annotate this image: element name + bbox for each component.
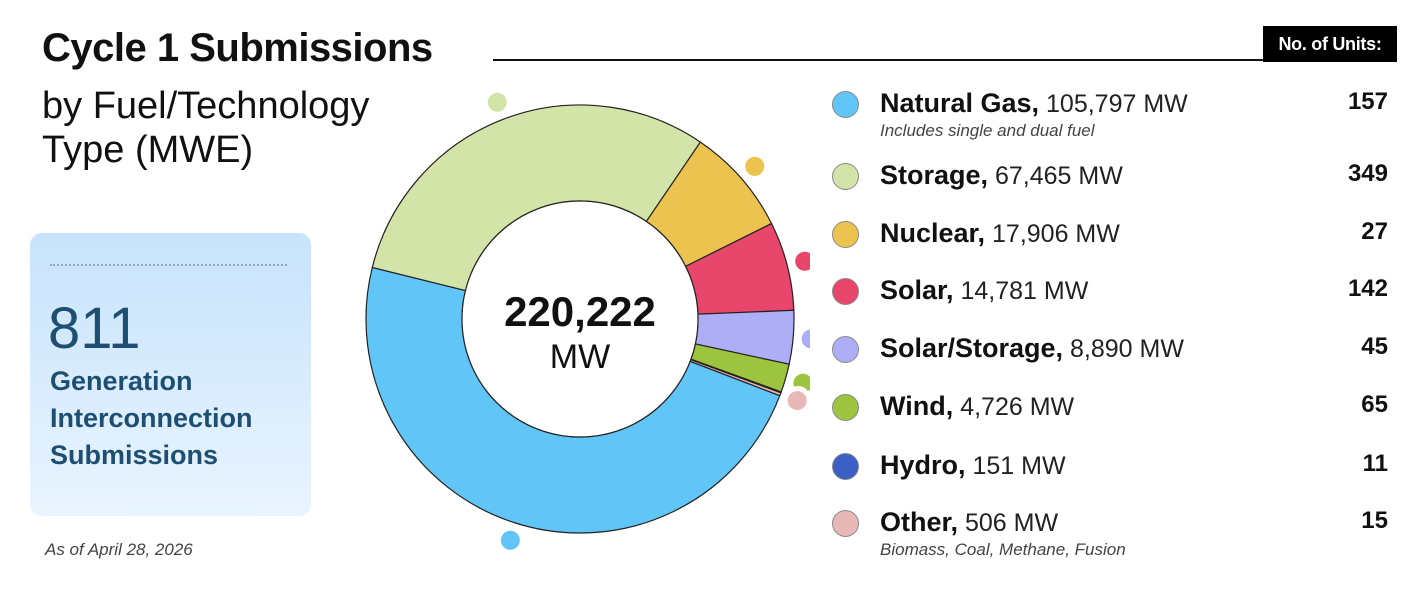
donut-chart [365,90,810,550]
legend-item-storage: Storage, 67,465 MW 349 [832,160,1388,210]
legend-note: Biomass, Coal, Methane, Fusion [880,540,1126,559]
legend-label: Nuclear, 17,906 MW [880,218,1120,249]
legend-label: Storage, 67,465 MW [880,160,1123,191]
legend-swatch-nuclear [832,221,859,248]
legend-label: Solar/Storage, 8,890 MW [880,333,1184,364]
legend-label: Natural Gas, 105,797 MW [880,88,1188,119]
legend-unit-count: 45 [1361,333,1388,360]
legend-label: Wind, 4,726 MW [880,391,1074,422]
legend-unit-count: 11 [1362,450,1388,477]
legend-note: Includes single and dual fuel [880,121,1095,140]
legend-label: Solar, 14,781 MW [880,275,1088,306]
donut-marker-other [784,388,810,414]
legend-fuel-name: Nuclear, [880,218,986,248]
legend-swatch-other [832,510,859,537]
donut-center-value: 220,222 [504,288,656,335]
legend-mw-value: 14,781 MW [953,277,1089,305]
units-header-badge: No. of Units: [1263,26,1397,62]
legend-item-other: Other, 506 MW Biomass, Coal, Methane, Fus… [832,507,1388,559]
submissions-stat-card: 811 Generation Interconnection Submissio… [30,233,311,516]
as-of-date: As of April 28, 2026 [45,540,193,559]
chart-title: Cycle 1 Submissions [42,26,433,70]
donut-hole [461,200,699,438]
legend-mw-value: 151 MW [965,452,1066,480]
donut-marker-nuclear [742,153,768,179]
donut-marker-solar [792,248,810,274]
legend-unit-count: 27 [1361,218,1388,245]
legend-swatch-wind [832,394,859,421]
legend-fuel-name: Solar, [880,275,954,305]
legend-mw-value: 105,797 MW [1039,90,1188,118]
legend-swatch-natural-gas [832,91,859,118]
legend-fuel-name: Hydro, [880,450,966,480]
legend-item-solar: Solar, 14,781 MW 142 [832,275,1388,325]
legend-fuel-name: Storage, [880,160,989,190]
legend-label: Other, 506 MW [880,507,1058,538]
donut-marker-natural-gas [497,527,523,550]
chart-subtitle: by Fuel/Technology Type (MWE) [42,85,370,171]
title-rule [493,59,1269,61]
legend-unit-count: 142 [1347,275,1388,302]
legend-item-wind: Wind, 4,726 MW 65 [832,391,1388,441]
legend-item-solar-storage: Solar/Storage, 8,890 MW 45 [832,333,1388,383]
legend-unit-count: 157 [1347,88,1388,115]
legend-fuel-name: Solar/Storage, [880,333,1064,363]
legend-swatch-hydro [832,453,859,480]
legend-unit-count: 349 [1347,160,1388,187]
legend-fuel-name: Natural Gas, [880,88,1040,118]
legend-mw-value: 8,890 MW [1063,335,1184,363]
stat-card-divider [50,264,287,266]
legend-mw-value: 17,906 MW [985,220,1120,248]
legend-mw-value: 506 MW [958,509,1059,537]
legend-fuel-name: Wind, [880,391,954,421]
legend-unit-count: 15 [1361,507,1388,534]
legend-mw-value: 67,465 MW [988,162,1123,190]
legend-item-hydro: Hydro, 151 MW 11 [832,450,1388,500]
stat-card-label: Generation Interconnection Submissions [50,366,253,470]
donut-marker-solar-storage [798,326,810,352]
legend-label: Hydro, 151 MW [880,450,1066,481]
legend-unit-count: 65 [1361,391,1388,418]
legend-mw-value: 4,726 MW [953,393,1075,421]
legend-item-natural-gas: Natural Gas, 105,797 MW Includes single a… [832,88,1388,140]
legend-swatch-solar [832,278,859,305]
legend-item-nuclear: Nuclear, 17,906 MW 27 [832,218,1388,268]
donut-marker-storage [484,90,510,115]
stat-card-number: 811 [48,296,141,361]
legend-swatch-storage [832,163,859,190]
legend-fuel-name: Other, [880,507,959,537]
donut-center-unit: MW [549,338,611,376]
legend-swatch-solar-storage [832,336,859,363]
